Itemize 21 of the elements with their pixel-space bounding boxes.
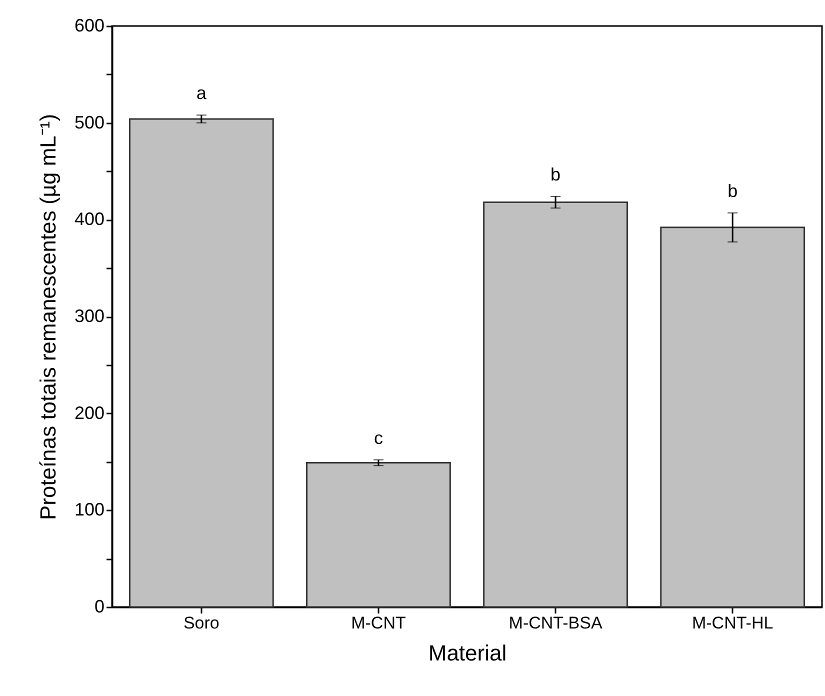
bar bbox=[128, 118, 274, 608]
y-tick-label: 400 bbox=[74, 209, 104, 230]
y-tick-label: 600 bbox=[74, 16, 104, 36]
y-axis-title: Proteínas totais remanescentes (µg mL⁻¹) bbox=[35, 114, 60, 520]
y-tick-label: 0 bbox=[94, 596, 104, 616]
y-tick-label: 100 bbox=[74, 500, 104, 520]
y-tick-label: 200 bbox=[74, 402, 104, 423]
annotation: b bbox=[550, 164, 561, 184]
bar bbox=[306, 462, 451, 608]
x-tick-label: M-CNT bbox=[351, 614, 406, 632]
bar bbox=[660, 226, 806, 608]
bar bbox=[483, 201, 628, 608]
annotation: c bbox=[374, 428, 383, 448]
y-tick-label: 500 bbox=[74, 112, 104, 132]
annotation: b bbox=[728, 180, 738, 201]
y-tick-label: 300 bbox=[74, 306, 104, 326]
x-axis-title: Material bbox=[428, 640, 507, 666]
x-tick-label: Soro bbox=[183, 614, 220, 632]
x-tick-label: M-CNT-BSA bbox=[508, 614, 603, 632]
annotation: a bbox=[196, 83, 208, 104]
x-tick-label: M-CNT-HL bbox=[692, 614, 774, 632]
